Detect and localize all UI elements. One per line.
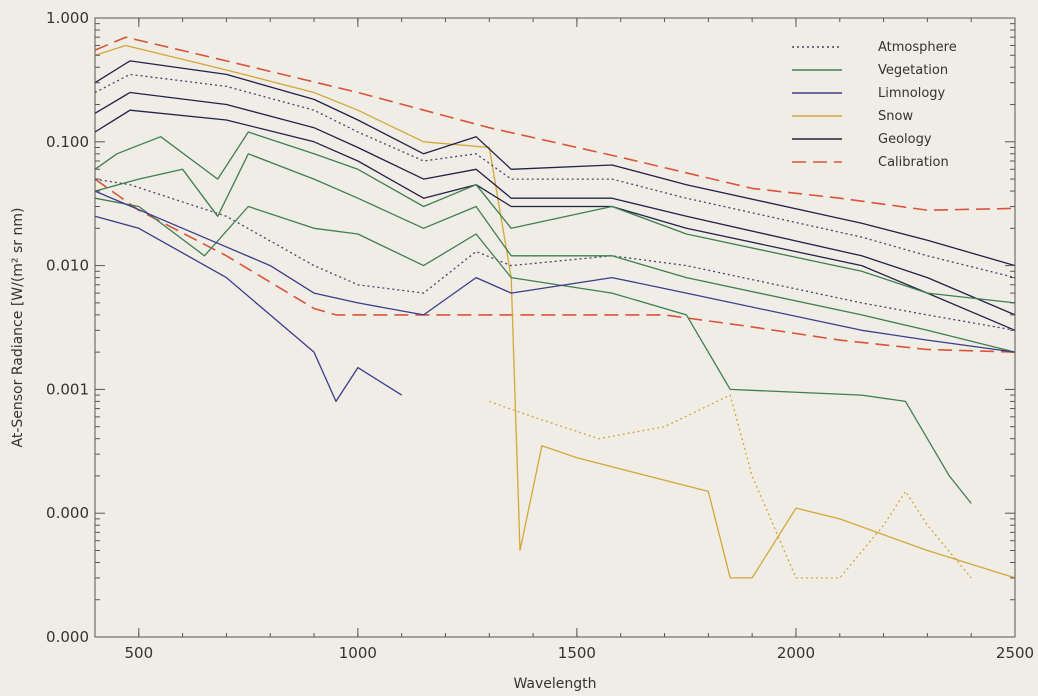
legend-label-calibration: Calibration (878, 155, 949, 170)
series-line-limnology-13 (94, 190, 1016, 353)
x-tick-label: 500 (124, 644, 153, 662)
x-tick-label: 2500 (996, 644, 1034, 662)
series-line-atmosphere-8 (94, 178, 1016, 331)
series-line-vegetation-9 (94, 131, 1016, 304)
series-layer (94, 36, 1016, 579)
series-line-atmosphere-7 (94, 73, 1016, 279)
series-line-limnology-12 (94, 215, 403, 403)
y-axis-title: At-Sensor Radiance [W/(m² sr nm) (10, 208, 26, 448)
plot-border (94, 17, 1016, 638)
legend-label-snow: Snow (878, 109, 913, 124)
series-line-vegetation-11 (94, 197, 972, 504)
y-tick-label: 1.000 (46, 9, 89, 27)
legend-label-geology: Geology (878, 132, 932, 147)
y-tick-label: 0.000 (46, 504, 89, 522)
series-line-snow-2 (94, 44, 1016, 579)
series-line-calibration-0 (94, 36, 1016, 211)
y-tick-label: 0.001 (46, 380, 89, 398)
legend-label-atmosphere: Atmosphere (878, 40, 957, 55)
legend-label-vegetation: Vegetation (878, 63, 948, 78)
plot-frame (94, 17, 1016, 638)
legend: Atmosphere Vegetation Limnology Snow Geology… (792, 40, 957, 170)
series-line-geology-5 (94, 91, 1016, 316)
y-tick-label: 0.010 (46, 257, 89, 275)
x-tick-label: 2000 (777, 644, 815, 662)
x-tick-label: 1000 (339, 644, 377, 662)
y-tick-label: 0.100 (46, 133, 89, 151)
ticks-layer: 500 1000 1500 2000 2500 1.000 0.100 0.010 0.001 0… (46, 9, 1034, 662)
series-line-calibration-1 (94, 178, 1016, 353)
legend-label-limnology: Limnology (878, 86, 946, 101)
x-tick-label: 1500 (558, 644, 596, 662)
series-line-geology-4 (94, 60, 1016, 267)
series-line-vegetation-10 (94, 153, 1016, 353)
series-line-snow-3 (489, 394, 972, 579)
x-axis-title: Wavelength (513, 676, 596, 692)
y-tick-label: 0.000 (46, 628, 89, 646)
